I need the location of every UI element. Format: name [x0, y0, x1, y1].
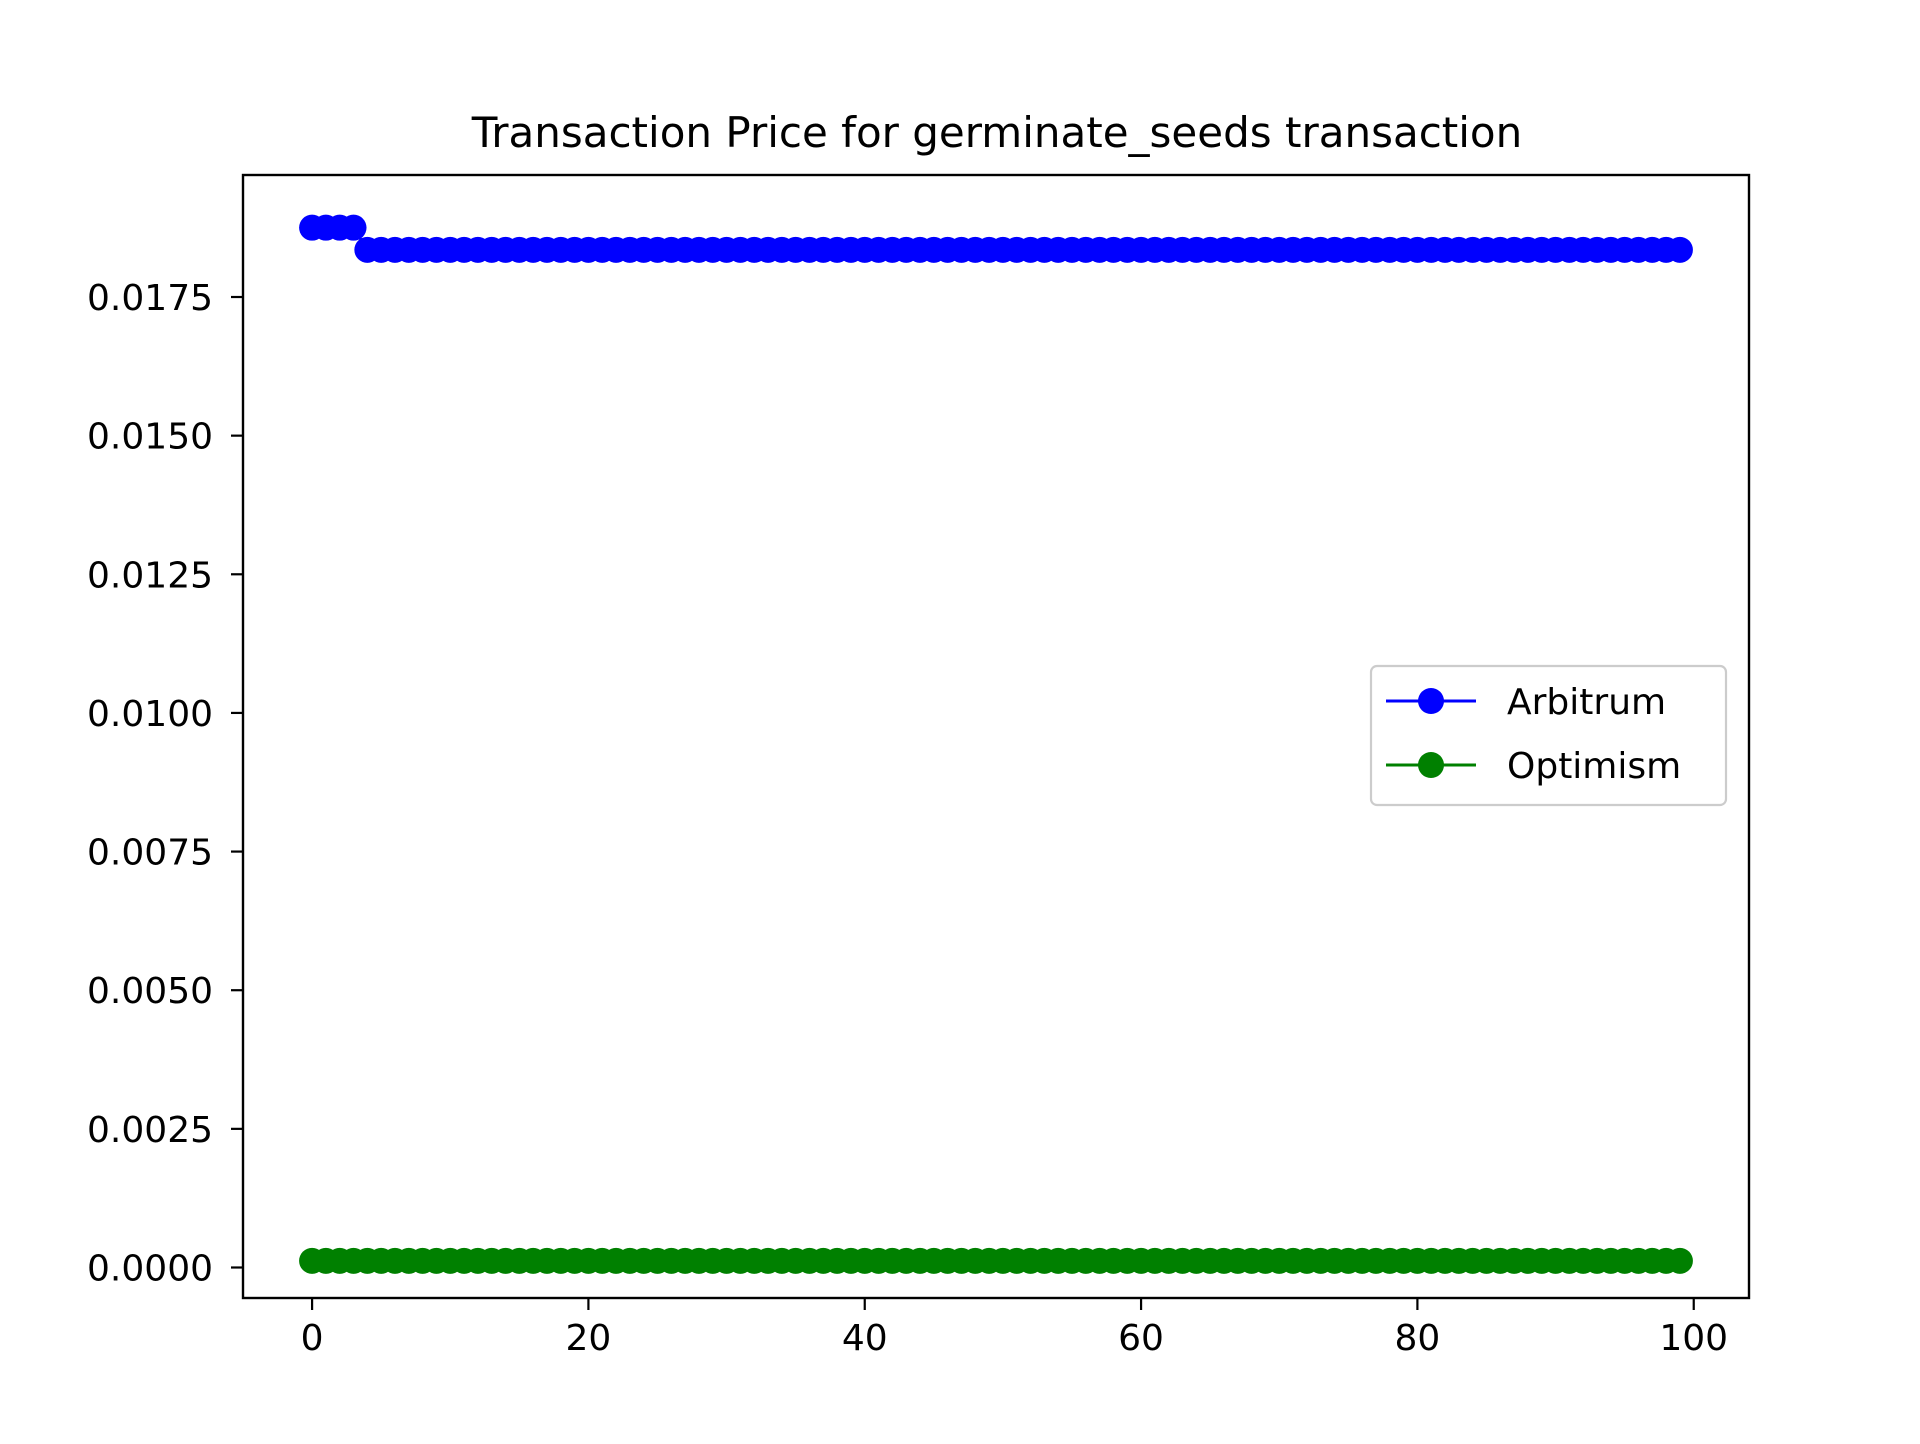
series-layer [299, 214, 1693, 1274]
x-tick-label: 100 [1659, 1318, 1728, 1359]
chart-title: Transaction Price for germinate_seeds tr… [471, 108, 1523, 157]
legend-item-optimism: Optimism [1386, 746, 1681, 787]
y-tick-label: 0.0075 [87, 833, 213, 874]
y-tick-label: 0.0175 [87, 278, 213, 319]
y-tick-label: 0.0125 [87, 555, 213, 596]
x-tick-label: 60 [1118, 1318, 1164, 1359]
y-axis: 0.0000 0.0025 0.0050 0.0075 0.0100 0.0125 0.01… [87, 278, 243, 1289]
legend-marker [1418, 752, 1444, 778]
y-tick-label: 0.0150 [87, 417, 213, 458]
data-point [340, 214, 367, 241]
y-tick-label: 0.0050 [87, 971, 213, 1012]
legend-item-arbitrum: Arbitrum [1386, 682, 1666, 723]
data-point [1666, 1247, 1693, 1274]
data-point [1666, 236, 1693, 263]
y-tick-label: 0.0025 [87, 1110, 213, 1151]
legend-label: Optimism [1507, 746, 1681, 787]
legend-marker [1418, 688, 1444, 714]
series-optimism [299, 1247, 1693, 1274]
series-arbitrum [299, 214, 1693, 263]
x-axis: 0 20 40 60 80 100 [301, 1298, 1728, 1359]
legend: Arbitrum Optimism [1369, 664, 1728, 807]
y-tick-label: 0.0100 [87, 694, 213, 735]
x-tick-label: 20 [566, 1318, 612, 1359]
legend-label: Arbitrum [1507, 682, 1666, 723]
plot-frame [241, 173, 1751, 1300]
y-tick-label: 0.0000 [87, 1248, 213, 1289]
x-tick-label: 0 [301, 1318, 324, 1359]
x-tick-label: 80 [1394, 1318, 1440, 1359]
x-tick-label: 40 [842, 1318, 888, 1359]
